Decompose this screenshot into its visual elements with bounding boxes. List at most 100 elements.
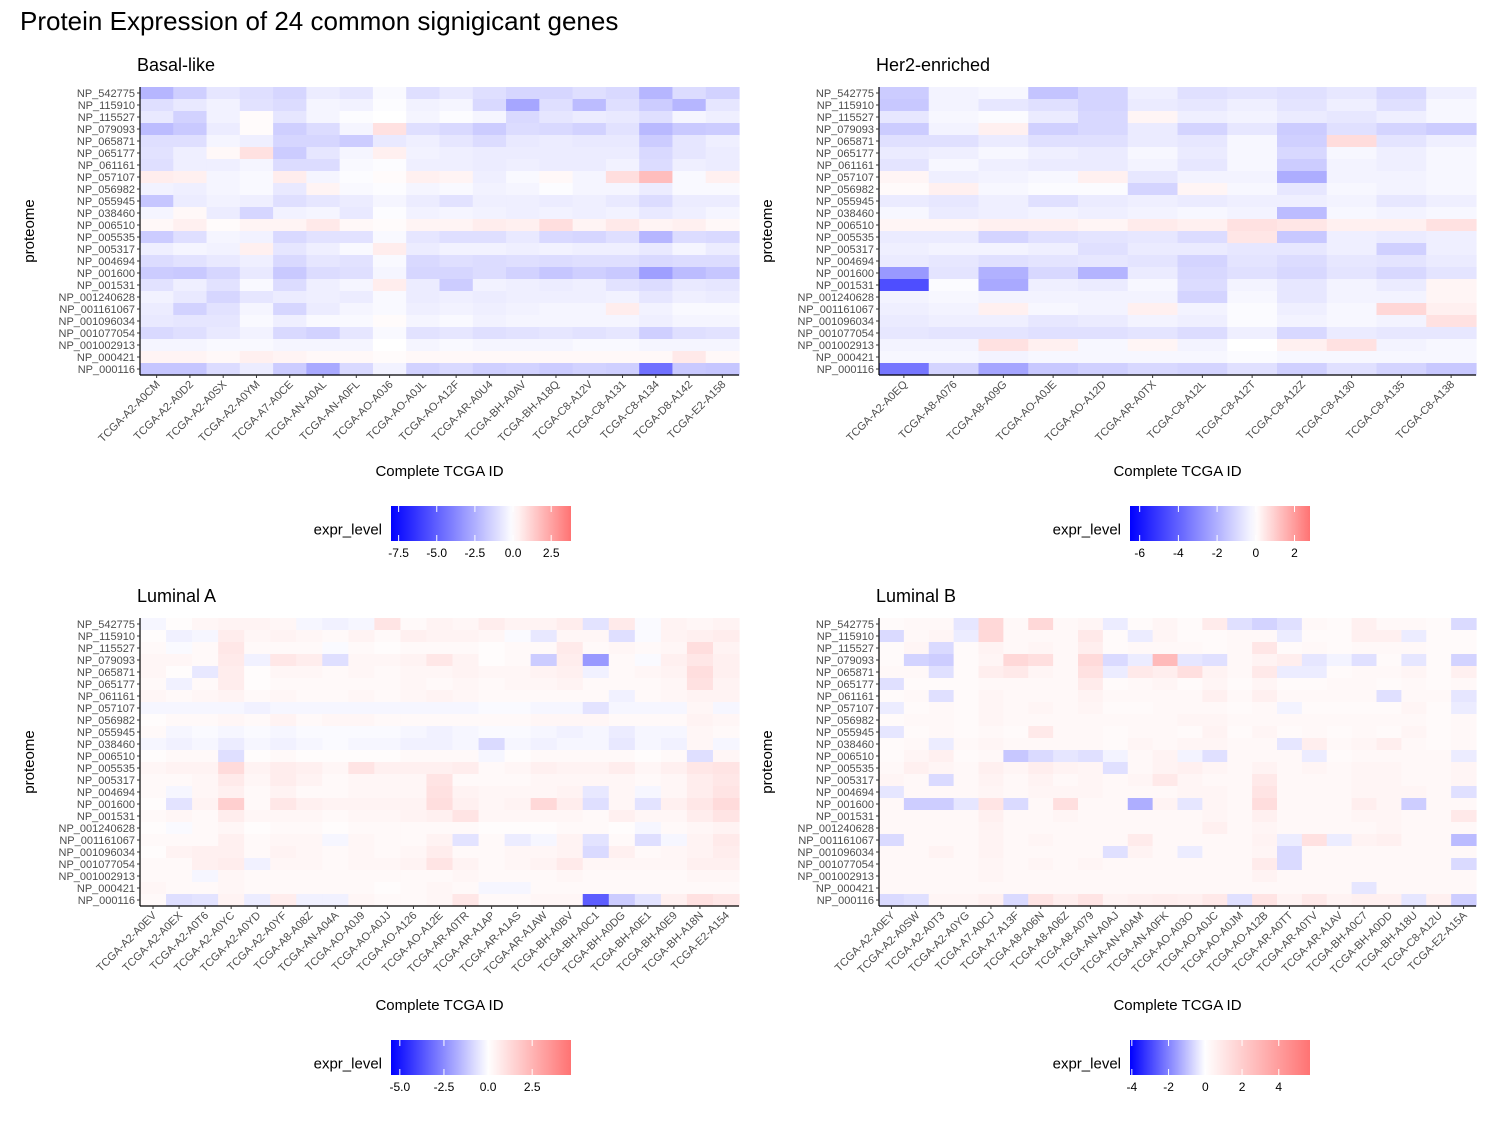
heatmap-cell: [1078, 339, 1129, 352]
heatmap-cell: [478, 786, 506, 799]
heatmap-cell: [903, 678, 930, 691]
heatmap-cell: [539, 279, 574, 292]
heatmap-cell: [1177, 798, 1203, 811]
heatmap-cell: [406, 291, 441, 304]
heatmap-cell: [1277, 678, 1303, 691]
heatmap-cell: [1351, 858, 1378, 871]
heatmap-cell: [439, 195, 474, 208]
heatmap-cell: [506, 99, 540, 112]
heatmap-cell: [322, 630, 349, 643]
heatmap-cell: [1003, 774, 1029, 787]
heatmap-cell: [686, 678, 714, 691]
heatmap-cell: [452, 882, 480, 895]
heatmap-cell: [140, 810, 167, 823]
heatmap-cell: [439, 183, 474, 196]
heatmap-cell: [639, 123, 674, 136]
heatmap-cell: [504, 882, 532, 895]
heatmap-cell: [1277, 231, 1328, 244]
heatmap-cell: [1177, 219, 1228, 232]
y-tick-label: NP_005317: [816, 775, 874, 787]
heatmap-cell: [1326, 351, 1378, 364]
heatmap-cell: [582, 846, 610, 859]
heatmap-cell: [506, 291, 540, 304]
heatmap-cell: [1152, 714, 1179, 727]
heatmap-cell: [1252, 714, 1278, 727]
heatmap-cell: [1078, 762, 1104, 775]
heatmap-cell: [1028, 822, 1054, 835]
heatmap-cell: [439, 267, 474, 280]
heatmap-cell: [953, 834, 980, 847]
heatmap-cell: [504, 750, 532, 763]
heatmap-cell: [1277, 159, 1328, 172]
heatmap-cell: [192, 642, 219, 655]
heatmap-cell: [1277, 738, 1303, 751]
heatmap-cell: [1277, 714, 1303, 727]
heatmap-cell: [556, 894, 584, 907]
heatmap-cell: [1277, 630, 1303, 643]
heatmap-cell: [244, 750, 271, 763]
heatmap-cell: [218, 858, 245, 871]
heatmap-cell: [539, 171, 574, 184]
heatmap-cell: [239, 267, 274, 280]
heatmap-cell: [306, 363, 341, 376]
heatmap-cell: [452, 690, 480, 703]
y-axis-label: proteome: [21, 199, 38, 262]
heatmap-cell: [1227, 183, 1278, 196]
heatmap-cell: [1028, 774, 1054, 787]
heatmap-cell: [478, 678, 506, 691]
heatmap-cell: [192, 834, 219, 847]
heatmap-cell: [1301, 870, 1328, 883]
heatmap-cell: [672, 339, 707, 352]
heatmap-cell: [705, 195, 740, 208]
heatmap-cell: [478, 642, 506, 655]
heatmap-cell: [1426, 231, 1477, 244]
heatmap-cell: [1277, 894, 1303, 907]
heatmap-cell: [712, 762, 740, 775]
heatmap-cell: [270, 630, 297, 643]
heatmap-cell: [1426, 291, 1477, 304]
heatmap-cell: [705, 159, 740, 172]
y-tick-label: NP_004694: [77, 787, 135, 799]
heatmap-cell: [140, 894, 167, 907]
heatmap-cell: [504, 678, 532, 691]
heatmap-cell: [1177, 159, 1228, 172]
heatmap-cell: [1177, 147, 1228, 160]
x-axis-label: Complete TCGA ID: [1113, 463, 1241, 480]
heatmap-cell: [452, 762, 480, 775]
heatmap-cell: [1252, 870, 1278, 883]
heatmap-cell: [1127, 183, 1179, 196]
y-tick-label: NP_055945: [77, 727, 135, 739]
heatmap-cell: [426, 726, 454, 739]
heatmap-cell: [1152, 702, 1179, 715]
heatmap-cell: [605, 243, 640, 256]
heatmap-cell: [1451, 738, 1477, 751]
heatmap-cell: [339, 147, 374, 160]
heatmap-cell: [582, 882, 610, 895]
heatmap-cell: [879, 363, 930, 376]
heatmap-cell: [306, 123, 341, 136]
heatmap-cell: [1426, 654, 1452, 667]
heatmap-cell: [1102, 750, 1129, 763]
heatmap-cell: [1401, 702, 1427, 715]
heatmap-cell: [1351, 870, 1378, 883]
heatmap-cell: [1426, 738, 1452, 751]
heatmap-cell: [1003, 702, 1029, 715]
heatmap-cell: [1426, 363, 1477, 376]
heatmap-cell: [572, 255, 607, 268]
heatmap-cell: [639, 363, 674, 376]
heatmap-cell: [406, 303, 441, 316]
heatmap-cell: [1177, 714, 1203, 727]
heatmap-cell: [374, 678, 402, 691]
heatmap-cell: [400, 858, 428, 871]
heatmap-cell: [140, 714, 167, 727]
heatmap-cell: [406, 99, 441, 112]
heatmap-cell: [879, 111, 930, 124]
heatmap-cell: [572, 327, 607, 340]
heatmap-cell: [1102, 654, 1129, 667]
heatmap-cell: [374, 654, 402, 667]
heatmap-cell: [978, 834, 1004, 847]
heatmap-cell: [879, 291, 930, 304]
heatmap-cell: [406, 123, 441, 136]
heatmap-cell: [978, 327, 1029, 340]
heatmap-cell: [672, 111, 707, 124]
